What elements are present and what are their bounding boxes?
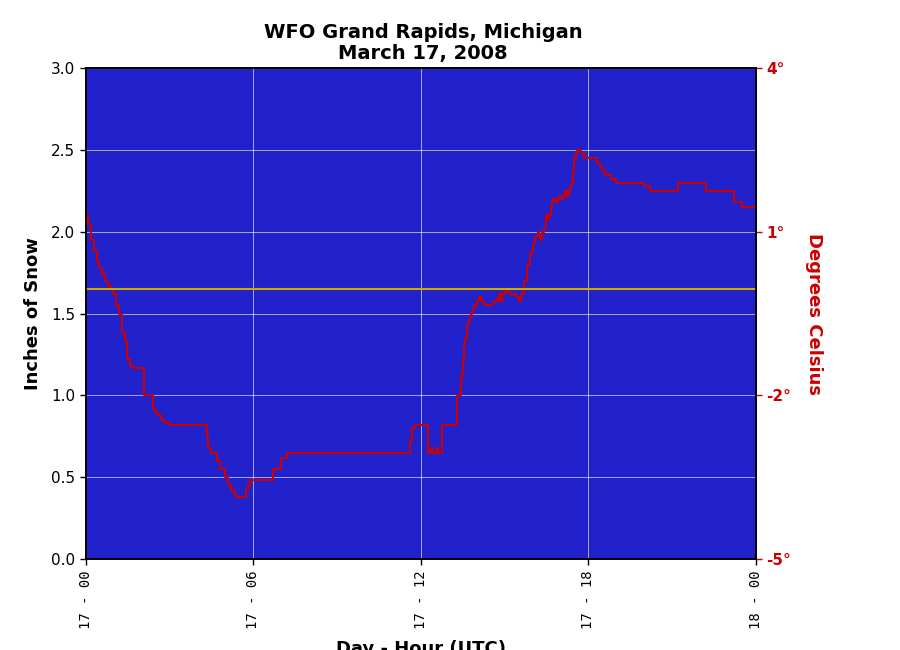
- X-axis label: Day - Hour (UTC): Day - Hour (UTC): [336, 640, 506, 650]
- Y-axis label: Inches of Snow: Inches of Snow: [24, 237, 42, 390]
- Text: WFO Grand Rapids, Michigan: WFO Grand Rapids, Michigan: [264, 23, 582, 42]
- Text: March 17, 2008: March 17, 2008: [338, 44, 508, 63]
- Y-axis label: Degrees Celsius: Degrees Celsius: [806, 233, 824, 395]
